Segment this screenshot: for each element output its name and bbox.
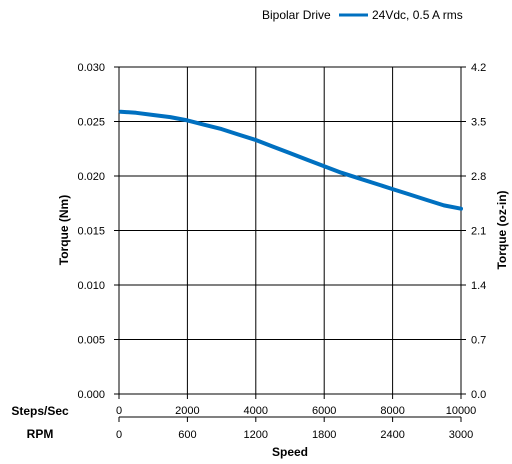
x-secondary-tick-label: 2400 bbox=[380, 429, 404, 441]
right-tick-label: 0.0 bbox=[471, 389, 486, 401]
left-axis-title: Torque (Nm) bbox=[57, 195, 71, 265]
x-primary-tick-label: 2000 bbox=[175, 405, 199, 417]
right-tick-label: 1.4 bbox=[471, 280, 486, 292]
right-tick-label: 4.2 bbox=[471, 62, 486, 74]
x-primary-tick-label: 10000 bbox=[446, 405, 477, 417]
x-primary-tick-label: 0 bbox=[116, 405, 122, 417]
left-tick-label: 0.000 bbox=[77, 389, 105, 401]
right-axis-title: Torque (oz-in) bbox=[495, 190, 509, 269]
series-layer bbox=[118, 109, 463, 211]
x-secondary-label: RPM bbox=[27, 427, 54, 441]
left-tick-label: 0.020 bbox=[77, 171, 105, 183]
x-primary-tick-label: 8000 bbox=[380, 405, 404, 417]
x-primary-tick-label: 4000 bbox=[244, 405, 268, 417]
legend-heading: Bipolar Drive bbox=[262, 8, 331, 22]
left-tick-label: 0.015 bbox=[77, 226, 105, 238]
left-tick-label: 0.010 bbox=[77, 280, 105, 292]
legend-entry: 24Vdc, 0.5 A rms bbox=[372, 8, 463, 22]
legend: Bipolar Drive 24Vdc, 0.5 A rms bbox=[262, 8, 463, 22]
right-tick-label: 0.7 bbox=[471, 335, 486, 347]
left-tick-label: 0.005 bbox=[77, 335, 105, 347]
left-axis-ticks: 0.000 0.005 0.010 0.015 0.020 0.025 0.030 bbox=[77, 62, 119, 401]
x-secondary-tick-label: 0 bbox=[116, 429, 122, 441]
x-secondary-tick-label: 1800 bbox=[312, 429, 336, 441]
x-secondary-tick-label: 3000 bbox=[449, 429, 473, 441]
left-tick-label: 0.025 bbox=[77, 117, 105, 129]
right-axis-ticks: 0.0 0.7 1.4 2.1 2.8 3.5 4.2 bbox=[461, 62, 486, 401]
right-tick-label: 2.8 bbox=[471, 171, 486, 183]
x-primary-tick-label: 6000 bbox=[312, 405, 336, 417]
x-primary-label: Steps/Sec bbox=[11, 404, 69, 418]
left-tick-label: 0.030 bbox=[77, 62, 105, 74]
right-tick-label: 3.5 bbox=[471, 117, 486, 129]
series-line-24vdc bbox=[118, 109, 463, 211]
x-axis-title: Speed bbox=[272, 445, 308, 459]
x-secondary-tick-label: 1200 bbox=[244, 429, 268, 441]
right-tick-label: 2.1 bbox=[471, 226, 486, 238]
bottom-axis-ticks: 0 0 2000 600 4000 1200 6000 1800 8000 2400 10000 30… bbox=[116, 394, 476, 441]
x-secondary-tick-label: 600 bbox=[178, 429, 196, 441]
